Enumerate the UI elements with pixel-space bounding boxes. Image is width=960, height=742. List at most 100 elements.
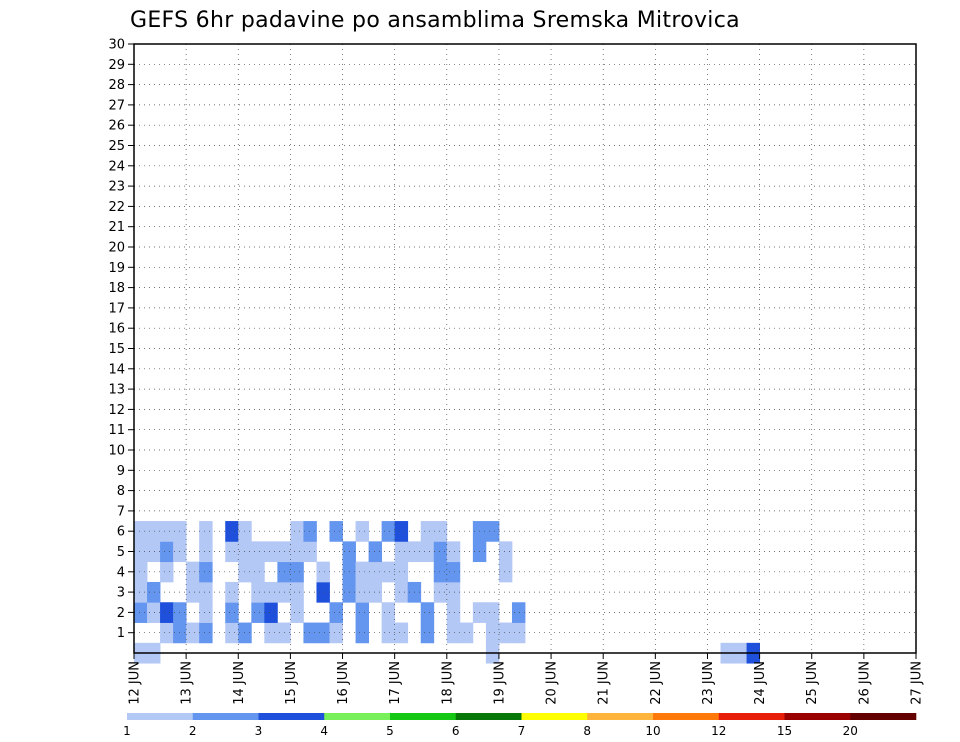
y-tick-label: 10 xyxy=(108,444,125,459)
x-tick-label: 16 JUN xyxy=(336,661,351,705)
x-tick-label: 25 JUN xyxy=(805,661,820,705)
colorbar-swatch xyxy=(850,713,917,720)
precip-cell xyxy=(433,541,448,563)
precip-cell xyxy=(394,521,409,542)
precip-cell xyxy=(329,521,343,542)
x-tick-label: 17 JUN xyxy=(388,661,403,705)
x-tick-label: 15 JUN xyxy=(284,661,299,705)
precip-cell xyxy=(290,521,304,542)
colorbar-swatch xyxy=(390,713,457,720)
dotted-grid xyxy=(134,44,916,653)
precip-cell xyxy=(420,541,435,563)
precip-cell xyxy=(199,541,213,563)
precip-cell xyxy=(199,602,213,623)
precip-cell xyxy=(186,581,200,603)
precip-cell xyxy=(160,541,174,563)
colorbar: 1 2 3 4 5 6 7 8 10 12 15 20 xyxy=(123,713,917,738)
precip-cell xyxy=(485,521,500,542)
y-tick-label: 22 xyxy=(108,200,125,215)
colorbar-swatch xyxy=(127,713,194,720)
y-tick-label: 20 xyxy=(108,241,125,256)
colorbar-label: 5 xyxy=(386,724,394,738)
colorbar-label: 1 xyxy=(123,724,131,738)
colorbar-label: 3 xyxy=(255,724,263,738)
precip-cell xyxy=(433,561,448,583)
colorbar-label: 15 xyxy=(777,724,792,738)
precip-cell xyxy=(368,541,383,563)
y-axis-member-labels: 1234567891011121314151617181920212223242… xyxy=(108,38,134,641)
precip-cell xyxy=(199,561,213,583)
y-tick-label: 8 xyxy=(117,484,125,499)
colorbar-swatch xyxy=(718,713,785,720)
precip-cell xyxy=(134,561,148,583)
precip-cell xyxy=(251,561,265,583)
y-tick-label: 5 xyxy=(117,545,125,560)
colorbar-swatch xyxy=(587,713,654,720)
colorbar-swatch xyxy=(455,713,522,720)
precip-cell xyxy=(355,622,369,644)
y-tick-label: 25 xyxy=(108,139,125,154)
precip-cell xyxy=(498,622,513,644)
precip-cell xyxy=(160,602,174,623)
x-tick-label: 27 JUN xyxy=(910,661,925,705)
precip-cell xyxy=(329,622,343,644)
precip-cell xyxy=(225,541,239,563)
precip-cell xyxy=(225,622,239,644)
precip-cell xyxy=(355,521,369,542)
precip-cell xyxy=(329,602,343,623)
precip-cell xyxy=(134,581,148,603)
precip-cell xyxy=(290,602,304,623)
y-tick-label: 16 xyxy=(108,322,125,337)
y-tick-label: 19 xyxy=(108,261,125,276)
precip-cell xyxy=(420,622,435,644)
y-tick-label: 7 xyxy=(117,504,125,519)
y-tick-label: 18 xyxy=(108,281,125,296)
precip-cell xyxy=(264,541,278,563)
precip-cell xyxy=(446,602,461,623)
precip-cell xyxy=(290,541,304,563)
x-tick-label: 21 JUN xyxy=(597,661,612,705)
precip-cell xyxy=(459,622,474,644)
colorbar-label: 20 xyxy=(843,724,858,738)
precip-cell xyxy=(251,541,265,563)
precip-cell xyxy=(511,602,526,623)
precip-cell xyxy=(446,622,461,644)
precip-cell xyxy=(446,541,461,563)
precip-cell xyxy=(511,622,526,644)
y-tick-label: 27 xyxy=(108,98,125,113)
y-tick-label: 28 xyxy=(108,78,125,93)
precip-cell xyxy=(264,602,278,623)
precip-cell xyxy=(147,602,161,623)
y-tick-label: 2 xyxy=(117,606,125,621)
precip-cell xyxy=(394,541,409,563)
precip-cell xyxy=(485,622,500,644)
x-tick-label: 18 JUN xyxy=(440,661,455,705)
precip-cell xyxy=(225,581,239,603)
y-tick-label: 23 xyxy=(108,180,125,195)
precip-cell xyxy=(303,622,317,644)
y-tick-label: 26 xyxy=(108,119,125,134)
colorbar-swatch xyxy=(784,713,851,720)
precip-cell xyxy=(160,622,174,644)
colorbar-swatch xyxy=(653,713,720,720)
precip-cell xyxy=(316,581,330,603)
precip-cell xyxy=(420,602,435,623)
precip-cell xyxy=(160,521,174,542)
precip-cell xyxy=(134,541,148,563)
x-tick-label: 14 JUN xyxy=(232,661,247,705)
colorbar-swatch xyxy=(324,713,391,720)
precip-cell xyxy=(147,541,161,563)
colorbar-swatch xyxy=(258,713,325,720)
precipitation-cells xyxy=(134,521,760,664)
precip-cell xyxy=(251,602,265,623)
precip-cell xyxy=(199,581,213,603)
y-tick-label: 12 xyxy=(108,403,125,418)
precip-cell xyxy=(368,581,383,603)
y-tick-label: 21 xyxy=(108,220,125,235)
precip-cell xyxy=(394,581,409,603)
x-tick-label: 22 JUN xyxy=(649,661,664,705)
y-tick-label: 24 xyxy=(108,159,125,174)
precip-cell xyxy=(147,581,161,603)
colorbar-swatch xyxy=(192,713,259,720)
precip-cell xyxy=(381,622,396,644)
